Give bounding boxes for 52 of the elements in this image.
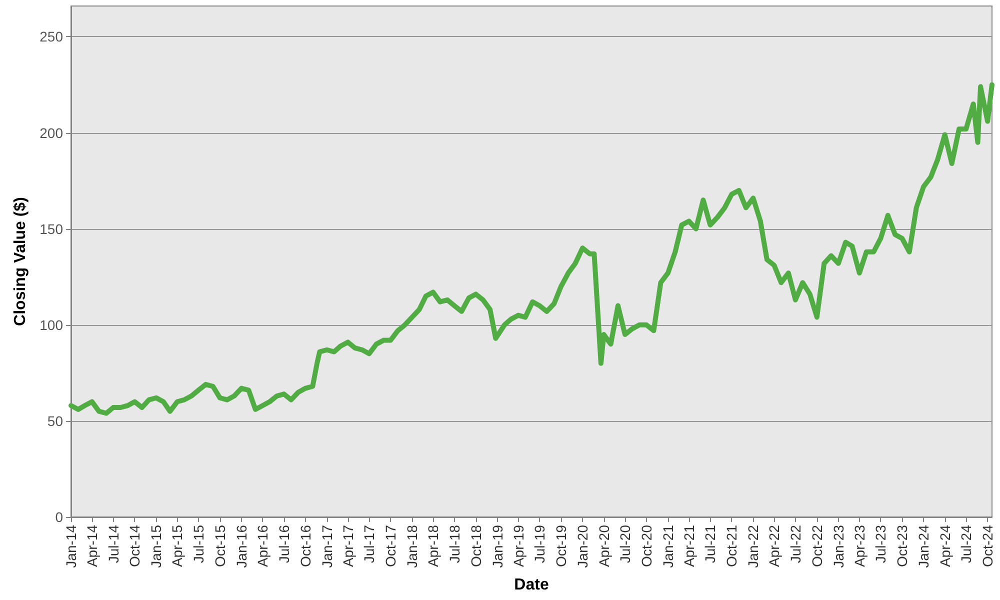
- x-tick-label: Jul-17: [361, 524, 378, 564]
- x-tick-label: Jul-21: [702, 524, 718, 564]
- x-tick-label: Apr-18: [425, 524, 442, 568]
- y-tick-label: 50: [47, 412, 64, 429]
- x-tick-label: Apr-24: [936, 524, 953, 568]
- x-tick-label: Jan-22: [745, 524, 762, 568]
- x-tick-label: Jan-24: [916, 524, 932, 568]
- x-tick-label: Jul-16: [276, 524, 292, 564]
- x-tick-label: Oct-17: [382, 524, 399, 568]
- x-tick-label: Apr-20: [596, 524, 612, 568]
- x-tick-label: Jul-20: [617, 524, 633, 564]
- x-tick-label: Jan-20: [574, 524, 591, 568]
- x-tick-label: Jan-17: [318, 524, 335, 568]
- x-tick-label: Jan-15: [148, 524, 164, 568]
- x-tick-label: Oct-15: [212, 524, 228, 568]
- x-tick-label: Jul-24: [958, 524, 974, 564]
- x-tick-label: Apr-15: [169, 524, 186, 568]
- x-tick-label: Jul-14: [105, 524, 122, 564]
- x-tick-label: Oct-20: [638, 524, 654, 568]
- x-tick-label: Jan-21: [660, 524, 676, 568]
- x-tick-label: Apr-19: [510, 524, 526, 568]
- x-tick-label: Jan-23: [830, 524, 846, 568]
- x-tick-label: Jan-16: [233, 524, 250, 568]
- x-tick-label: Oct-14: [126, 524, 143, 568]
- x-tick-label: Oct-16: [297, 524, 314, 568]
- x-tick-label: Oct-23: [894, 524, 910, 568]
- x-tick-label: Jul-19: [532, 524, 548, 564]
- y-tick-label: 250: [40, 28, 64, 45]
- y-tick-label: 100: [40, 316, 64, 333]
- x-tick-label: Apr-23: [851, 524, 868, 568]
- x-tick-label: Jan-14: [63, 524, 79, 568]
- y-tick-label: 0: [55, 509, 64, 525]
- x-tick-label: Jul-15: [190, 524, 206, 564]
- x-axis-title: Date: [514, 576, 549, 594]
- x-tick-label: Oct-18: [468, 524, 484, 568]
- x-tick-label: Oct-19: [553, 524, 570, 568]
- x-tick-label: Oct-21: [724, 524, 740, 568]
- x-tick-label: Apr-22: [766, 524, 782, 568]
- x-tick-label: Jan-19: [489, 524, 506, 568]
- x-tick-label: Apr-21: [680, 524, 697, 568]
- y-tick-label: 200: [40, 124, 64, 141]
- x-tick-label: Jul-23: [872, 524, 889, 564]
- x-tick-label: Apr-14: [84, 524, 100, 568]
- x-tick-label: Oct-24: [980, 524, 996, 568]
- x-tick-label: Jul-18: [446, 524, 462, 564]
- y-tick-label: 150: [40, 220, 64, 237]
- x-tick-label: Apr-16: [254, 524, 271, 568]
- y-axis-title: Closing Value ($): [12, 197, 30, 326]
- x-tick-label: Oct-22: [808, 524, 825, 568]
- x-tick-label: Apr-17: [340, 524, 356, 568]
- x-tick-label: Jan-18: [404, 524, 420, 568]
- x-tick-label: Jul-22: [787, 524, 804, 564]
